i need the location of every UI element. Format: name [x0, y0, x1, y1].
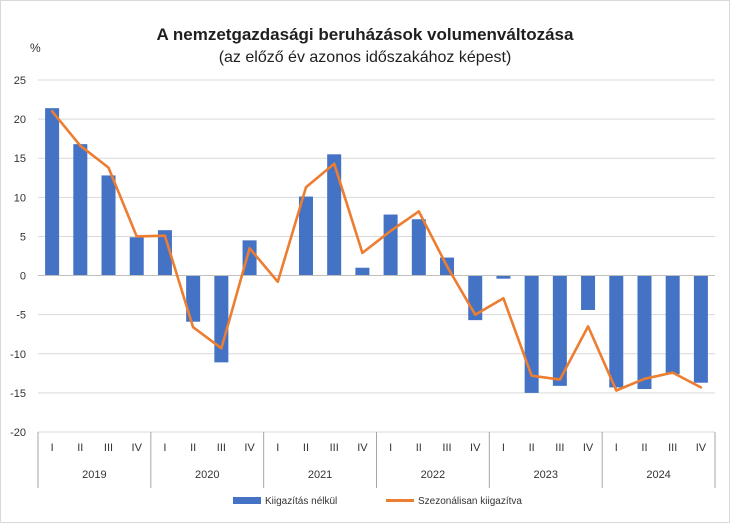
- y-tick-label: 15: [14, 153, 26, 165]
- quarter-label: II: [190, 442, 196, 454]
- quarter-label: IV: [470, 442, 481, 454]
- legend-label-bar: Kiigazítás nélkül: [265, 496, 337, 507]
- series-line: [50, 110, 703, 392]
- bar: [298, 196, 313, 276]
- quarter-label: II: [529, 442, 535, 454]
- chart-title: A nemzetgazdasági beruházások volumenvál…: [157, 25, 574, 44]
- y-tick-label: -20: [10, 427, 26, 439]
- quarter-label: I: [615, 442, 618, 454]
- y-tick-label: 0: [20, 271, 26, 283]
- bar-series: [45, 108, 708, 393]
- bar: [496, 275, 511, 279]
- bar: [693, 275, 708, 383]
- legend-label-line: Szezonálisan kiigazítva: [418, 496, 522, 507]
- bar: [665, 275, 680, 375]
- quarter-label: IV: [357, 442, 368, 454]
- quarter-label: II: [303, 442, 309, 454]
- year-label: 2022: [421, 469, 445, 481]
- quarter-label: II: [641, 442, 647, 454]
- chart-subtitle: (az előző év azonos időszakához képest): [219, 49, 512, 66]
- bar: [129, 237, 144, 276]
- year-label: 2020: [195, 469, 219, 481]
- year-label: 2021: [308, 469, 332, 481]
- legend-swatch-bar: [233, 497, 261, 504]
- quarter-label: IV: [696, 442, 707, 454]
- legend: Kiigazítás nélkül Szezonálisan kiigazítv…: [233, 496, 522, 507]
- quarter-label: I: [389, 442, 392, 454]
- bar: [637, 275, 652, 389]
- y-axis-unit: %: [30, 41, 41, 55]
- quarter-label: IV: [583, 442, 594, 454]
- quarter-label: III: [668, 442, 677, 454]
- quarter-label: IV: [132, 442, 143, 454]
- quarter-label: I: [276, 442, 279, 454]
- bar: [186, 275, 201, 322]
- y-tick-label: 25: [14, 75, 26, 87]
- bar: [355, 267, 370, 276]
- bar: [581, 275, 596, 310]
- x-axis: I II III IV I II III IV I II III IV I II III IV I II III IV…: [37, 432, 716, 488]
- bar: [383, 214, 398, 276]
- quarter-label: III: [104, 442, 113, 454]
- bar: [242, 240, 257, 276]
- y-tick-label: -15: [10, 388, 26, 400]
- bar: [157, 230, 172, 276]
- y-tick-labels: 25 20 15 10 5 0 -5 -10 -15 -20: [10, 75, 26, 439]
- bar: [45, 108, 60, 276]
- line-series: [50, 110, 703, 392]
- quarter-label: II: [416, 442, 422, 454]
- quarter-label: I: [51, 442, 54, 454]
- bar: [101, 175, 116, 276]
- quarter-label: III: [555, 442, 564, 454]
- bar: [411, 219, 426, 276]
- y-tick-label: -10: [10, 349, 26, 361]
- quarter-label: III: [442, 442, 451, 454]
- bar: [552, 275, 567, 386]
- quarter-label: III: [217, 442, 226, 454]
- y-tick-label: 5: [20, 231, 26, 243]
- bar: [609, 275, 624, 388]
- bar: [327, 154, 342, 276]
- y-tick-label: 10: [14, 192, 26, 204]
- y-tick-label: 20: [14, 114, 26, 126]
- quarter-label: III: [330, 442, 339, 454]
- year-label: 2023: [534, 469, 558, 481]
- quarter-label: I: [502, 442, 505, 454]
- bar: [73, 144, 88, 276]
- quarter-label: I: [163, 442, 166, 454]
- year-label: 2024: [646, 469, 670, 481]
- quarter-label: IV: [244, 442, 255, 454]
- quarter-label: II: [77, 442, 83, 454]
- year-label: 2019: [82, 469, 106, 481]
- y-tick-label: -5: [16, 310, 26, 322]
